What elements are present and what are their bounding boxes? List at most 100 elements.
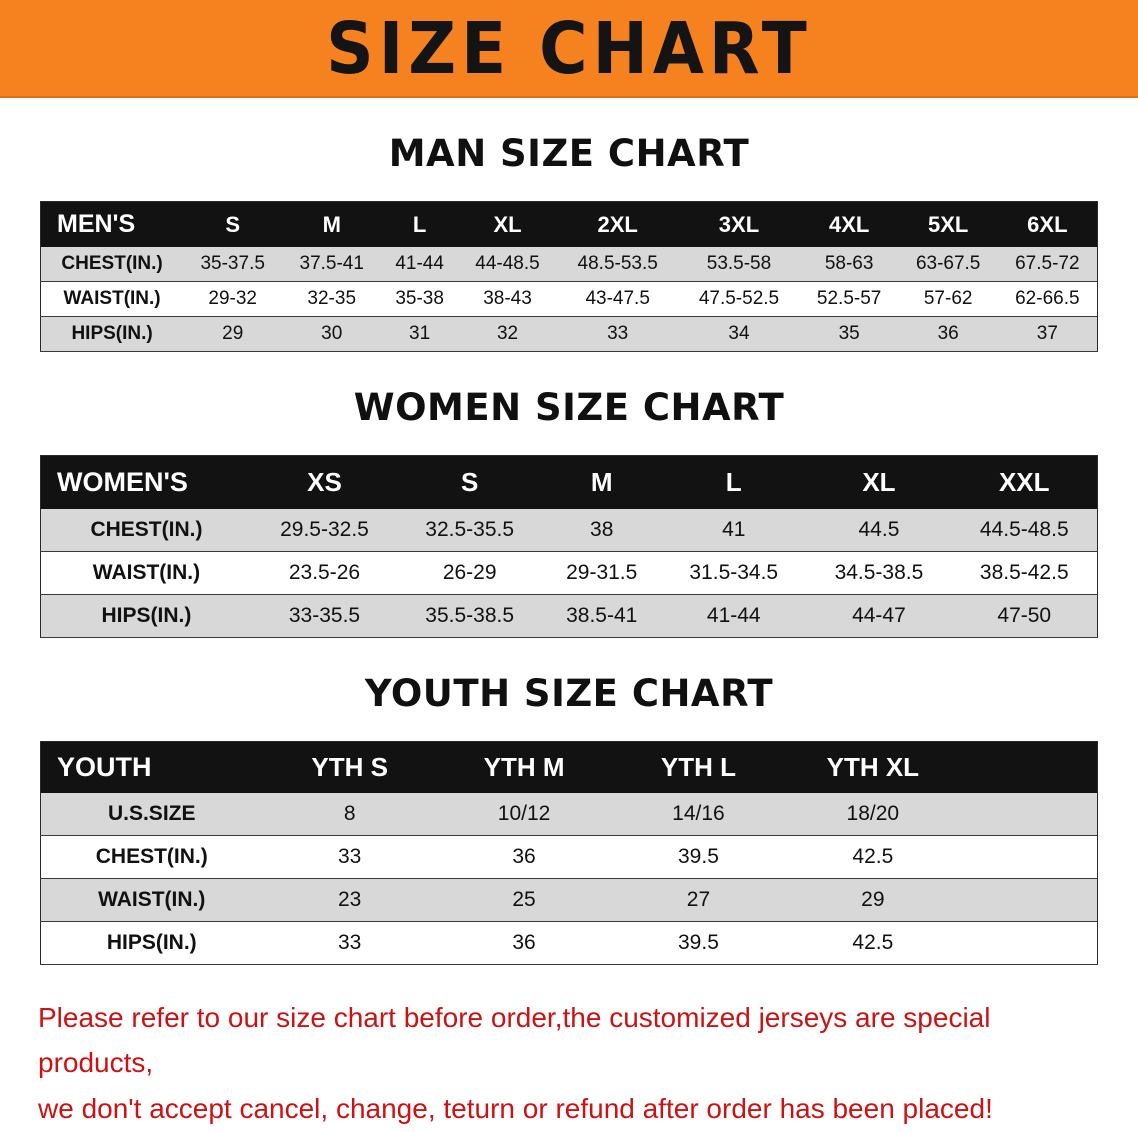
size-column-header: 4XL (799, 201, 899, 247)
table-cell: 48.5-53.5 (557, 247, 679, 282)
size-column-header: YTH M (436, 741, 612, 793)
table-cell: 33-35.5 (251, 594, 398, 638)
table-cell: 47-50 (951, 594, 1098, 638)
row-label: WAIST(IN.) (40, 551, 252, 595)
size-column-header: XS (251, 455, 398, 509)
table-cell: 33 (262, 835, 437, 879)
row-label: HIPS(IN.) (40, 316, 184, 352)
filler-cell (960, 793, 1098, 836)
row-label: U.S.SIZE (40, 793, 263, 836)
table-cell: 34.5-38.5 (806, 551, 952, 595)
table-header-row: YOUTH YTH S YTH M YTH L YTH XL (40, 741, 1098, 793)
table-cell: 31 (381, 316, 458, 352)
men-size-section: MAN SIZE CHART MEN'S S M L XL 2XL 3XL 4XL 5XL 6XL… (0, 132, 1138, 352)
table-header-row: WOMEN'S XS S M L XL XXL (40, 455, 1098, 509)
men-section-heading: MAN SIZE CHART (388, 132, 750, 175)
table-row: WAIST(IN.) 29-32 32-35 35-38 38-43 43-47.5 47.… (40, 281, 1098, 317)
size-column-header: YTH XL (785, 741, 961, 793)
table-cell: 36 (898, 316, 998, 352)
table-cell: 37 (997, 316, 1098, 352)
table-cell: 41-44 (381, 247, 458, 282)
size-column-header: XL (458, 201, 558, 247)
disclaimer: Please refer to our size chart before or… (38, 995, 1100, 1131)
table-cell: 35.5-38.5 (397, 594, 543, 638)
filler-cell (960, 878, 1098, 922)
table-cell: 62-66.5 (997, 281, 1098, 317)
table-row: WAIST(IN.) 23.5-26 26-29 29-31.5 31.5-34.5 34… (40, 551, 1098, 595)
row-label: HIPS(IN.) (40, 594, 252, 638)
table-cell: 36 (436, 921, 612, 965)
table-cell: 8 (262, 793, 437, 836)
table-cell: 23 (262, 878, 437, 922)
youth-size-table: YOUTH YTH S YTH M YTH L YTH XL U.S.SIZE 8 10/12… (40, 741, 1098, 965)
table-corner-header: YOUTH (40, 741, 263, 793)
table-row: WAIST(IN.) 23 25 27 29 (40, 878, 1098, 922)
table-corner-header: MEN'S (40, 201, 184, 247)
row-label: CHEST(IN.) (40, 509, 252, 552)
table-cell: 44-48.5 (458, 247, 558, 282)
table-row: CHEST(IN.) 35-37.5 37.5-41 41-44 44-48.5 48.5… (40, 247, 1098, 282)
size-column-header: M (282, 201, 382, 247)
women-size-section: WOMEN SIZE CHART WOMEN'S XS S M L XL XXL CHEST(… (0, 386, 1138, 638)
table-cell: 30 (282, 316, 382, 352)
table-cell: 57-62 (898, 281, 998, 317)
size-column-header: M (542, 455, 662, 509)
table-cell: 32.5-35.5 (397, 509, 543, 552)
disclaimer-line-2: we don't accept cancel, change, teturn o… (38, 1092, 993, 1124)
table-cell: 23.5-26 (251, 551, 398, 595)
row-label: CHEST(IN.) (40, 247, 184, 282)
table-cell: 38 (542, 509, 662, 552)
table-cell: 25 (436, 878, 612, 922)
table-cell: 47.5-52.5 (678, 281, 800, 317)
size-column-header: S (183, 201, 283, 247)
table-cell: 14/16 (611, 793, 786, 836)
table-cell: 35 (799, 316, 899, 352)
table-corner-header: WOMEN'S (40, 455, 252, 509)
table-cell: 52.5-57 (799, 281, 899, 317)
table-cell: 39.5 (611, 921, 786, 965)
table-cell: 26-29 (397, 551, 543, 595)
table-cell: 27 (611, 878, 786, 922)
table-cell: 67.5-72 (997, 247, 1098, 282)
size-column-header: S (397, 455, 543, 509)
table-cell: 18/20 (785, 793, 961, 836)
table-cell: 32-35 (282, 281, 382, 317)
youth-size-section: YOUTH SIZE CHART YOUTH YTH S YTH M YTH L YTH… (0, 672, 1138, 965)
row-label: WAIST(IN.) (40, 878, 263, 922)
size-column-header: XL (806, 455, 952, 509)
filler-cell (960, 741, 1098, 793)
row-label: WAIST(IN.) (40, 281, 184, 317)
size-column-header: L (381, 201, 458, 247)
table-cell: 63-67.5 (898, 247, 998, 282)
women-size-table: WOMEN'S XS S M L XL XXL CHEST(IN.) 29.5-32.5 32.5… (40, 455, 1098, 638)
size-column-header: 2XL (557, 201, 679, 247)
table-cell: 44.5 (806, 509, 952, 552)
table-cell: 38-43 (458, 281, 558, 317)
table-cell: 33 (262, 921, 437, 965)
size-column-header: YTH S (262, 741, 437, 793)
table-cell: 29 (785, 878, 961, 922)
page-title: SIZE CHART (326, 6, 812, 90)
table-cell: 35-37.5 (183, 247, 283, 282)
size-column-header: 5XL (898, 201, 998, 247)
table-cell: 31.5-34.5 (661, 551, 807, 595)
table-cell: 36 (436, 835, 612, 879)
table-cell: 35-38 (381, 281, 458, 317)
table-cell: 42.5 (785, 921, 961, 965)
table-row: HIPS(IN.) 33-35.5 35.5-38.5 38.5-41 41-44 44-… (40, 594, 1098, 638)
table-row: U.S.SIZE 8 10/12 14/16 18/20 (40, 793, 1098, 836)
table-cell: 29.5-32.5 (251, 509, 398, 552)
table-cell: 29-32 (183, 281, 283, 317)
table-cell: 10/12 (436, 793, 612, 836)
title-banner: SIZE CHART (0, 0, 1138, 98)
table-cell: 43-47.5 (557, 281, 679, 317)
table-cell: 41-44 (661, 594, 807, 638)
size-column-header: XXL (951, 455, 1098, 509)
disclaimer-line-1: Please refer to our size chart before or… (38, 1002, 991, 1079)
table-row: CHEST(IN.) 33 36 39.5 42.5 (40, 835, 1098, 879)
table-cell: 29 (183, 316, 283, 352)
table-cell: 29-31.5 (542, 551, 662, 595)
table-cell: 42.5 (785, 835, 961, 879)
size-column-header: 6XL (997, 201, 1098, 247)
